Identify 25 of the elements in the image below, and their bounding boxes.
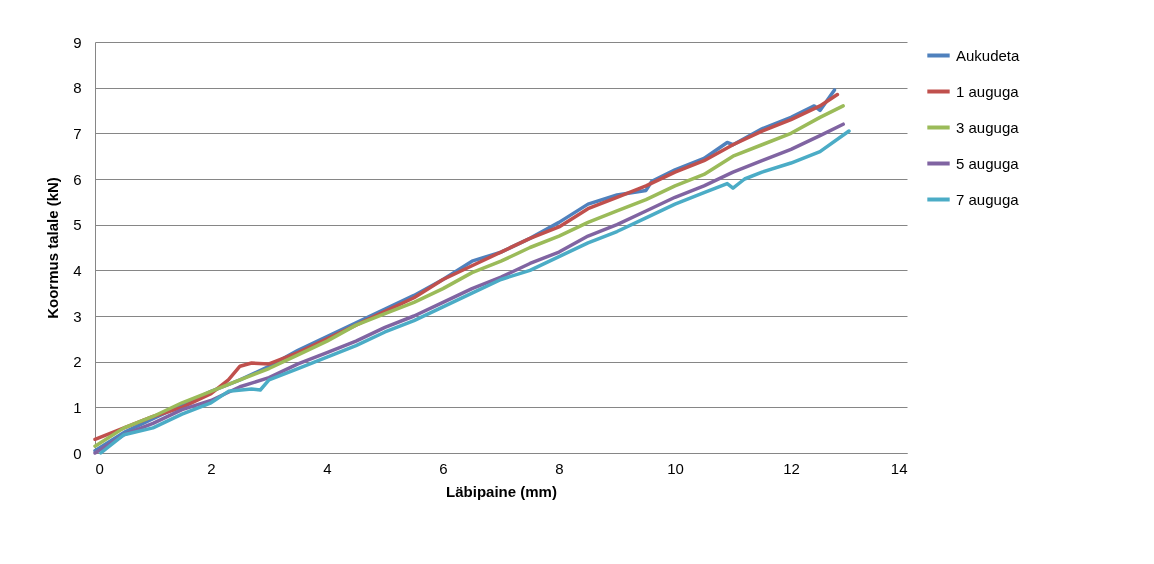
x-tick-label: 4 [323,459,332,477]
x-tick-label: 8 [555,459,564,477]
x-tick-label: 12 [783,459,800,477]
y-tick-label: 1 [73,398,82,416]
y-tick-label: 3 [73,307,82,325]
y-axis-title: Koormus talale (kN) [44,177,62,319]
y-tick-label: 2 [73,353,82,371]
y-tick-label: 5 [73,216,82,234]
legend-label: 5 auguga [956,154,1020,172]
y-tick-label: 0 [73,444,82,462]
x-tick-label: 2 [207,459,216,477]
x-tick-label: 14 [890,459,908,477]
legend-label: 3 auguga [956,118,1020,136]
x-tick-label: 10 [667,459,684,477]
y-tick-label: 8 [73,79,82,97]
y-tick-label: 7 [73,124,82,142]
y-tick-label: 6 [73,170,82,188]
x-tick-label: 6 [439,459,448,477]
legend-label: 7 auguga [956,190,1020,208]
x-tick-label: 0 [95,459,104,477]
y-tick-label: 9 [73,33,82,51]
legend-label: 1 auguga [956,82,1020,100]
legend-label: Aukudeta [956,46,1021,64]
y-tick-label: 4 [73,261,82,279]
x-axis-title: Läbipaine (mm) [446,482,557,500]
